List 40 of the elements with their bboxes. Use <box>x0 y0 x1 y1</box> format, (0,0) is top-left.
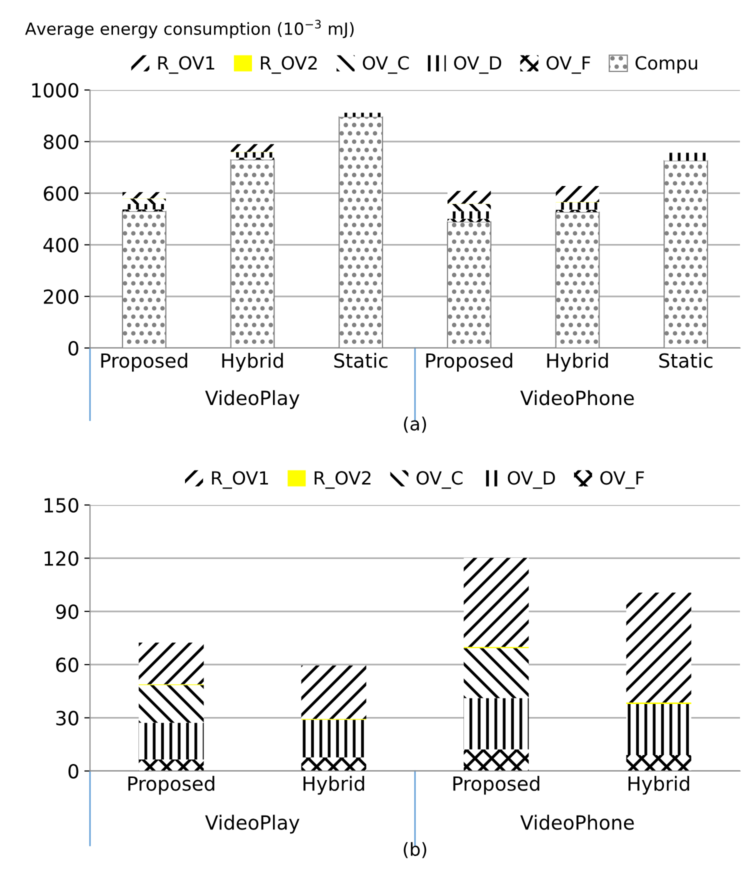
legend-label: OV_C <box>362 56 409 74</box>
x-tick-label: Hybrid <box>222 352 283 372</box>
legend-label: OV_F <box>600 471 644 489</box>
y-tick-label: 800 <box>44 134 78 150</box>
y-axis-title: Average energy consumption (10$^{−3}$ mJ) <box>25 20 354 38</box>
x-tick-label: Proposed <box>453 776 540 795</box>
y-tick-label: 1000 <box>32 82 78 98</box>
legend-label: OV_C <box>416 471 462 489</box>
y-tick-label: 600 <box>44 186 78 201</box>
x-tick-label: Proposed <box>101 352 188 372</box>
x-tick-label: Hybrid <box>547 352 608 372</box>
y-tick-label: 90 <box>56 604 78 620</box>
text: (b) <box>404 842 426 858</box>
legend-label: Compu <box>636 56 698 74</box>
y-tick-label: 150 <box>44 498 78 513</box>
y-tick-label: 30 <box>56 710 78 726</box>
text: VideoPlay <box>205 390 300 410</box>
y-tick-label: 0 <box>68 340 78 356</box>
text: VideoPlay <box>205 814 300 834</box>
x-tick-label: Hybrid <box>304 776 364 795</box>
legend-label: R_OV1 <box>212 471 268 489</box>
legend-label: OV_F <box>546 56 590 74</box>
legend-label: R_OV1 <box>158 56 214 74</box>
y-tick-label: 0 <box>68 764 78 779</box>
legend-label: OV_D <box>454 56 502 74</box>
legend-label: R_OV2 <box>260 56 317 74</box>
y-tick-label: 400 <box>43 238 78 252</box>
text: (a) <box>404 416 426 433</box>
x-tick-label: Hybrid <box>628 776 690 795</box>
x-tick-label: Static <box>334 352 388 368</box>
text: VideoPhone <box>520 390 634 406</box>
x-tick-label: Proposed <box>128 776 214 795</box>
legend-label: OV_D <box>508 471 555 489</box>
legend-label: R_OV2 <box>314 471 370 489</box>
y-tick-label: 60 <box>56 658 78 672</box>
x-tick-label: Static <box>659 352 712 368</box>
y-tick-label: 200 <box>44 289 78 304</box>
y-tick-label: 120 <box>44 551 78 566</box>
text: VideoPhone <box>520 814 634 830</box>
x-tick-label: Proposed <box>426 352 512 372</box>
